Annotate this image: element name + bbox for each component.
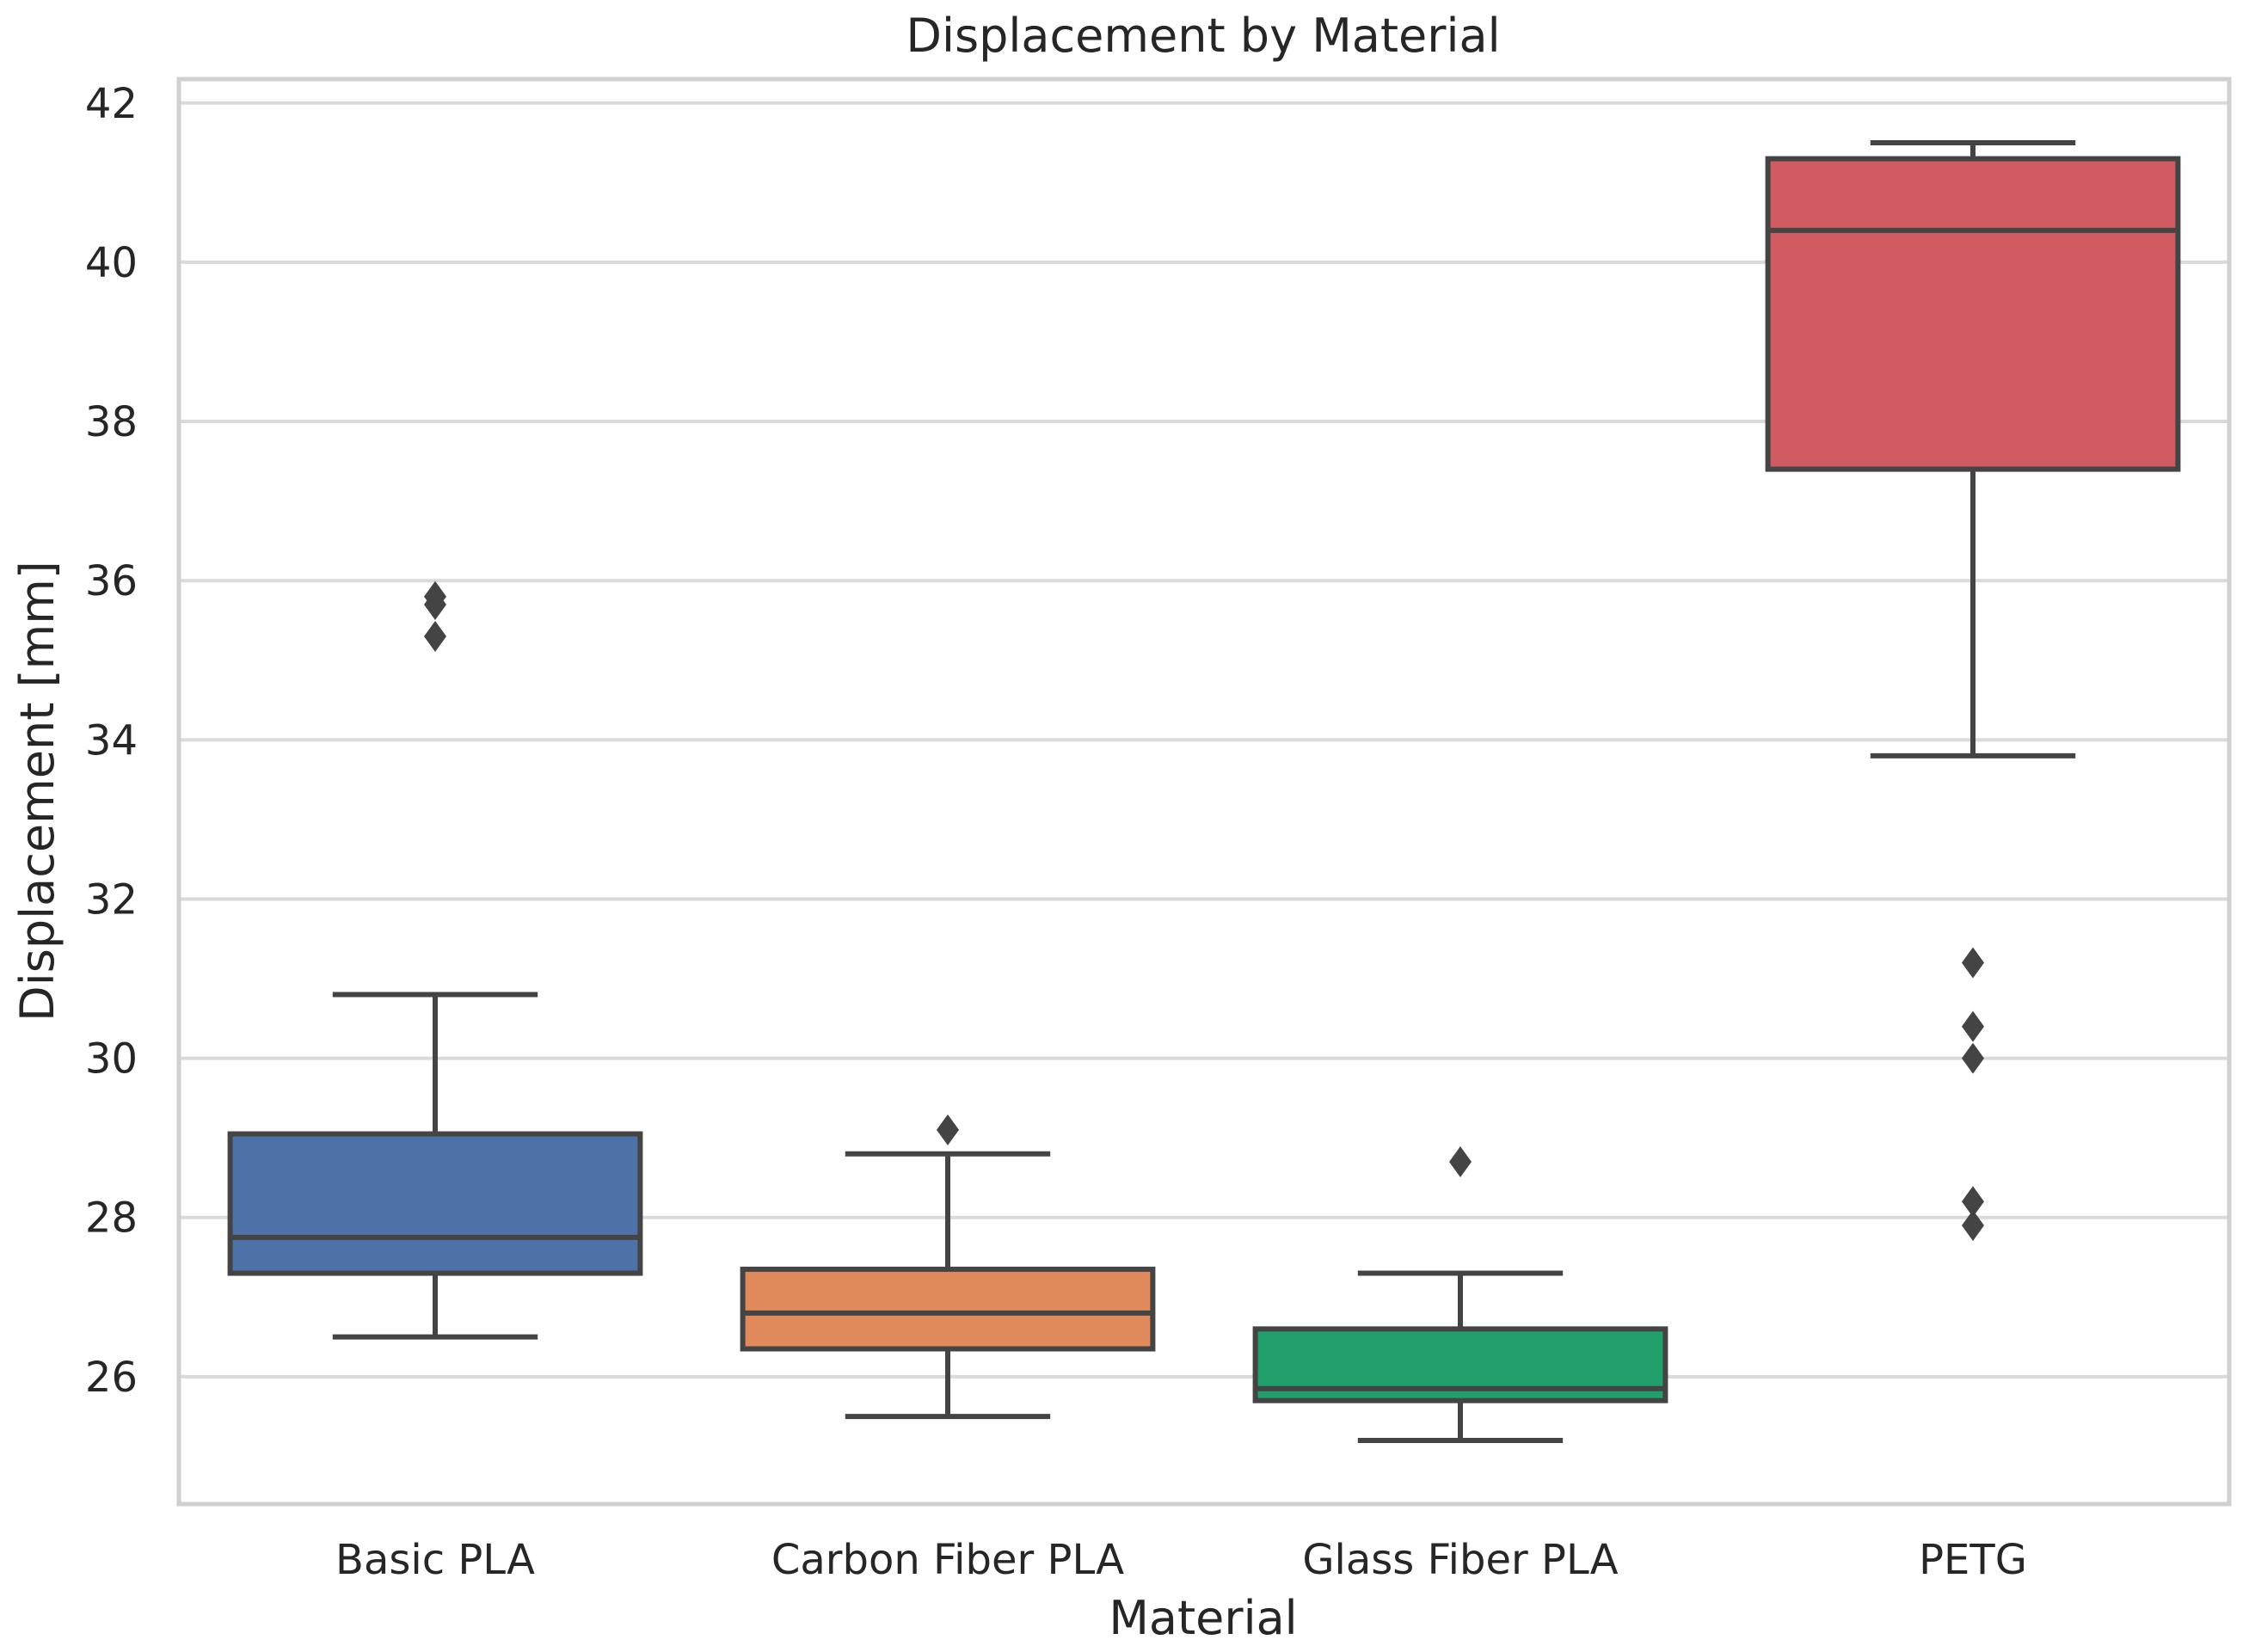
outlier-point	[1962, 1010, 1984, 1042]
x-tick-label: Basic PLA	[335, 1536, 535, 1584]
y-tick-label: 26	[85, 1354, 138, 1402]
y-axis-label: Displacement [mm]	[10, 561, 65, 1022]
iqr-box	[227, 1131, 643, 1276]
outlier-point	[1962, 947, 1984, 979]
x-tick-label: PETG	[1919, 1536, 2027, 1584]
plot-frame	[176, 77, 2232, 1507]
box-group	[740, 1114, 1156, 1420]
y-tick-label: 32	[85, 875, 138, 924]
x-axis-label: Material	[1109, 1591, 1297, 1645]
box-group	[1765, 140, 2181, 1242]
box-series	[227, 140, 2181, 1443]
outlier-point	[1962, 1042, 1984, 1074]
outlier-point	[424, 620, 446, 652]
outlier-point	[424, 588, 446, 620]
iqr-box	[1765, 156, 2181, 472]
outlier-point	[1449, 1145, 1472, 1177]
outlier-point	[937, 1114, 959, 1145]
y-tick-labels: 26 28 30 32 34 36 38 40 42	[85, 80, 138, 1402]
iqr-box	[740, 1266, 1156, 1352]
y-tick-label: 28	[85, 1194, 138, 1243]
outlier-point	[1962, 1186, 1984, 1218]
chart-title: Displacement by Material	[906, 9, 1500, 63]
x-tick-labels: Basic PLA Carbon Fiber PLA Glass Fiber PLA…	[335, 1536, 2027, 1584]
y-tick-label: 42	[85, 80, 138, 128]
box-group	[1252, 1145, 1668, 1443]
y-tick-label: 38	[85, 398, 138, 446]
box-group	[227, 580, 643, 1340]
x-tick-label: Carbon Fiber PLA	[771, 1536, 1124, 1584]
y-tick-label: 36	[85, 557, 138, 605]
outlier-point	[1962, 1210, 1984, 1242]
x-tick-label: Glass Fiber PLA	[1302, 1536, 1618, 1584]
y-tick-label: 34	[85, 716, 138, 765]
y-tick-label: 30	[85, 1035, 138, 1084]
y-tick-label: 40	[85, 239, 138, 287]
